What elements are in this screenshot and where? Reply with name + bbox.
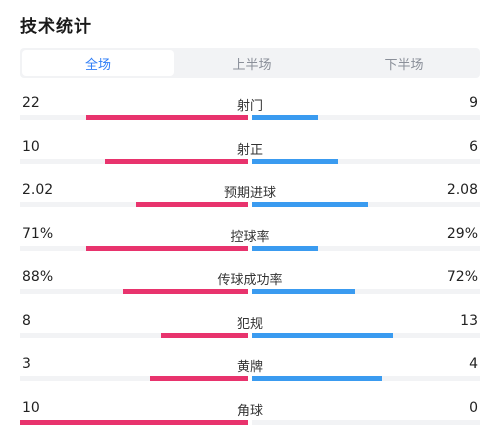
home-bar-track [20,376,248,381]
home-bar-track [20,158,248,164]
home-bar [123,289,248,294]
stat-row: 8 犯规 13 [20,313,480,343]
stat-label: 控球率 [230,229,270,245]
home-bar [105,158,248,164]
home-value: 22 [22,95,40,111]
tab-first-half[interactable]: 上半场 [232,57,272,73]
home-value: 10 [22,399,40,416]
away-bar-track [252,158,480,164]
home-bar-track [20,245,248,251]
stat-row: 71% 控球率 29% [20,226,480,256]
stat-label: 射门 [236,99,263,114]
home-value: 10 [22,138,40,155]
home-bar [86,245,248,251]
stat-label: 传球成功率 [217,273,283,288]
stat-row: 22 射门 9 [20,95,480,125]
stat-row: 10 角球 0 [20,400,480,430]
away-bar-track [252,115,480,120]
stat-row: 10 射正 6 [20,139,480,169]
tab-second-half[interactable]: 下半场 [384,57,424,73]
home-value: 71% [22,225,54,242]
home-value: 2.02 [22,182,54,198]
home-value: 3 [22,356,31,372]
stat-label: 射正 [236,142,263,158]
stat-label: 黄牌 [236,360,263,375]
home-bar [86,115,248,120]
away-value: 0 [469,399,478,416]
away-value: 4 [469,356,478,372]
away-bar-track [252,202,480,207]
home-value: 8 [22,312,31,329]
away-value: 13 [460,312,478,329]
away-bar [252,245,318,251]
away-bar [252,158,338,164]
away-value: 2.08 [446,182,478,198]
away-value: 72% [446,269,478,285]
away-bar-track [252,332,480,338]
away-bar-track [252,419,480,425]
stat-label: 犯规 [236,316,263,332]
home-bar [20,419,248,425]
page-title: 技术统计 [20,17,92,37]
away-bar [252,376,382,381]
away-value: 9 [469,95,478,111]
stat-label: 预期进球 [223,186,276,201]
away-bar [252,332,393,338]
home-bar-track [20,289,248,294]
away-value: 29% [446,225,478,242]
home-bar [161,332,248,338]
stat-row: 2.02 预期进球 2.08 [20,182,480,212]
home-bar [136,202,248,207]
stat-row: 3 黄牌 4 [20,356,480,386]
home-bar-track [20,332,248,338]
away-bar [252,202,368,207]
stat-label: 角球 [236,403,263,419]
away-bar-track [252,376,480,381]
period-tabs: 全场 上半场 下半场 [20,48,480,78]
home-bar [150,376,248,381]
home-bar-track [20,115,248,120]
home-bar-track [20,419,248,425]
away-bar [252,289,355,294]
away-bar-track [252,245,480,251]
away-value: 6 [469,138,478,155]
away-bar-track [252,289,480,294]
home-bar-track [20,202,248,207]
home-value: 88% [22,269,54,285]
stat-row: 88% 传球成功率 72% [20,269,480,299]
tab-full-match[interactable]: 全场 [22,50,174,76]
away-bar [252,115,318,120]
